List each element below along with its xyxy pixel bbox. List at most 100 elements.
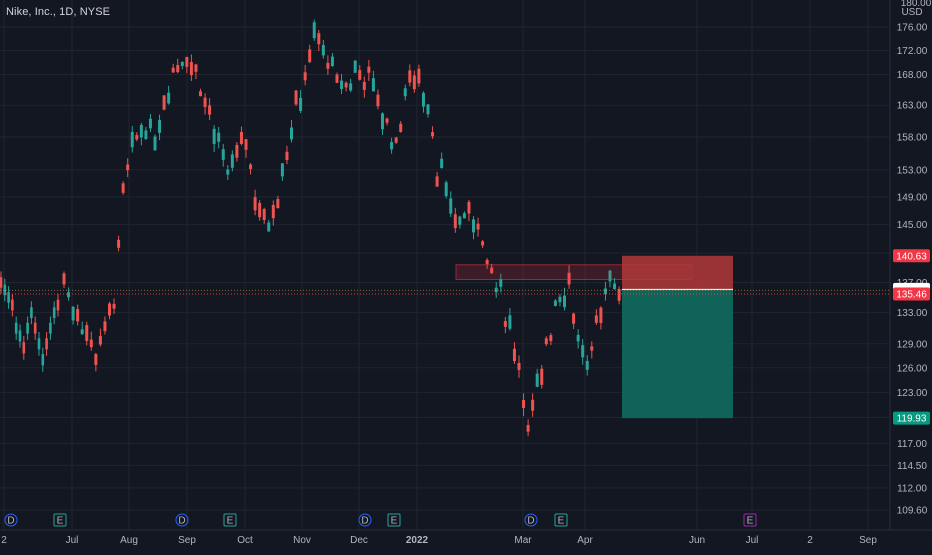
- candle-body: [535, 373, 539, 387]
- time-axis-tick: 2: [807, 535, 813, 546]
- event-label: E: [391, 516, 398, 527]
- candle-body: [244, 139, 248, 150]
- candle-body: [426, 104, 430, 115]
- candle-body: [417, 68, 421, 84]
- candle-body: [194, 64, 198, 72]
- price-badge-label: 119.93: [897, 414, 927, 425]
- price-badge-stop: [893, 249, 930, 263]
- candle-body: [117, 239, 121, 248]
- candle-body: [135, 135, 139, 140]
- candle-body: [549, 335, 553, 342]
- candle-body: [3, 284, 7, 296]
- candle-body: [180, 61, 184, 67]
- candle-body: [344, 82, 348, 88]
- candle-body: [435, 176, 439, 187]
- candle-body: [462, 213, 466, 219]
- candle-body: [399, 123, 403, 132]
- candle-body: [499, 278, 503, 287]
- candle-body: [158, 120, 162, 133]
- candle-body: [30, 307, 33, 319]
- candle-body: [340, 80, 344, 89]
- time-axis-tick: 2: [1, 535, 7, 546]
- candle-body: [33, 322, 37, 334]
- candle-body: [45, 338, 48, 350]
- candle-body: [444, 182, 448, 197]
- candle-body: [412, 75, 416, 90]
- candle-body: [585, 360, 589, 370]
- candle-body: [403, 88, 407, 97]
- dividend-event-icon[interactable]: [4, 513, 18, 527]
- candle-body: [581, 345, 585, 358]
- candle-body: [121, 183, 125, 193]
- candle-body: [408, 70, 412, 83]
- candle-body: [608, 270, 612, 282]
- time-axis-tick: Nov: [293, 535, 311, 546]
- candle-body: [144, 130, 148, 140]
- take-profit-zone[interactable]: [622, 289, 733, 419]
- time-axis-tick: Oct: [237, 535, 253, 546]
- dividend-event-icon[interactable]: [358, 513, 372, 527]
- candle-body: [540, 368, 544, 385]
- candle-body: [239, 131, 243, 144]
- earnings-event-icon[interactable]: [53, 513, 67, 527]
- candle-body: [349, 83, 353, 91]
- price-axis-unit: USD: [901, 7, 922, 18]
- event-label: D: [527, 516, 534, 527]
- candle-body: [253, 197, 257, 211]
- candle-body: [308, 49, 312, 63]
- candle-body: [317, 33, 321, 45]
- candle-body: [130, 132, 134, 148]
- earnings-event-icon[interactable]: [223, 513, 237, 527]
- event-label: D: [361, 516, 368, 527]
- time-axis-tick: 2022: [406, 535, 429, 546]
- earnings-event-icon[interactable]: [387, 513, 401, 527]
- candle-body: [362, 81, 366, 90]
- price-badge-label: 135.46: [896, 289, 927, 300]
- candle-body: [221, 149, 225, 160]
- time-axis-tick: Jun: [689, 535, 705, 546]
- candle-body: [258, 202, 262, 218]
- candle-body: [494, 287, 498, 293]
- candle-body: [553, 300, 557, 306]
- stop-loss-zone[interactable]: [622, 255, 733, 290]
- candle-body: [41, 354, 45, 366]
- dividend-event-icon[interactable]: [524, 513, 538, 527]
- candle-body: [367, 66, 371, 73]
- candle-body: [390, 142, 394, 150]
- candle-body: [335, 74, 339, 83]
- event-label: D: [178, 516, 185, 527]
- candle-body: [85, 325, 89, 341]
- event-label: E: [558, 516, 565, 527]
- candle-body: [613, 283, 617, 290]
- earnings-event-icon[interactable]: [554, 513, 568, 527]
- candle-body: [522, 400, 526, 409]
- candle-body: [449, 198, 453, 214]
- candle-body: [508, 315, 512, 329]
- candle-body: [526, 425, 530, 432]
- candle-body: [572, 313, 576, 324]
- dividend-event-icon[interactable]: [175, 513, 189, 527]
- candle-body: [208, 105, 212, 115]
- candle-body: [312, 22, 316, 39]
- candle-body: [467, 201, 471, 214]
- candle-body: [512, 348, 516, 362]
- candle-body: [567, 272, 571, 285]
- candle-body: [185, 56, 189, 67]
- candle-body: [576, 334, 580, 342]
- candle-body: [167, 92, 171, 104]
- candle-body: [503, 321, 507, 327]
- candle-body: [599, 307, 603, 323]
- candle-body: [22, 342, 26, 354]
- upcoming-earnings-icon[interactable]: [743, 513, 757, 527]
- price-axis-tick: 172.00: [897, 46, 928, 57]
- candle-body: [52, 307, 56, 319]
- candle-body: [299, 97, 303, 111]
- candle-body: [294, 90, 298, 105]
- price-badge-label: 140.63: [896, 251, 927, 262]
- candle-body: [394, 137, 398, 143]
- candle-body: [303, 72, 307, 81]
- candle-body: [212, 128, 216, 144]
- candle-body: [176, 65, 180, 73]
